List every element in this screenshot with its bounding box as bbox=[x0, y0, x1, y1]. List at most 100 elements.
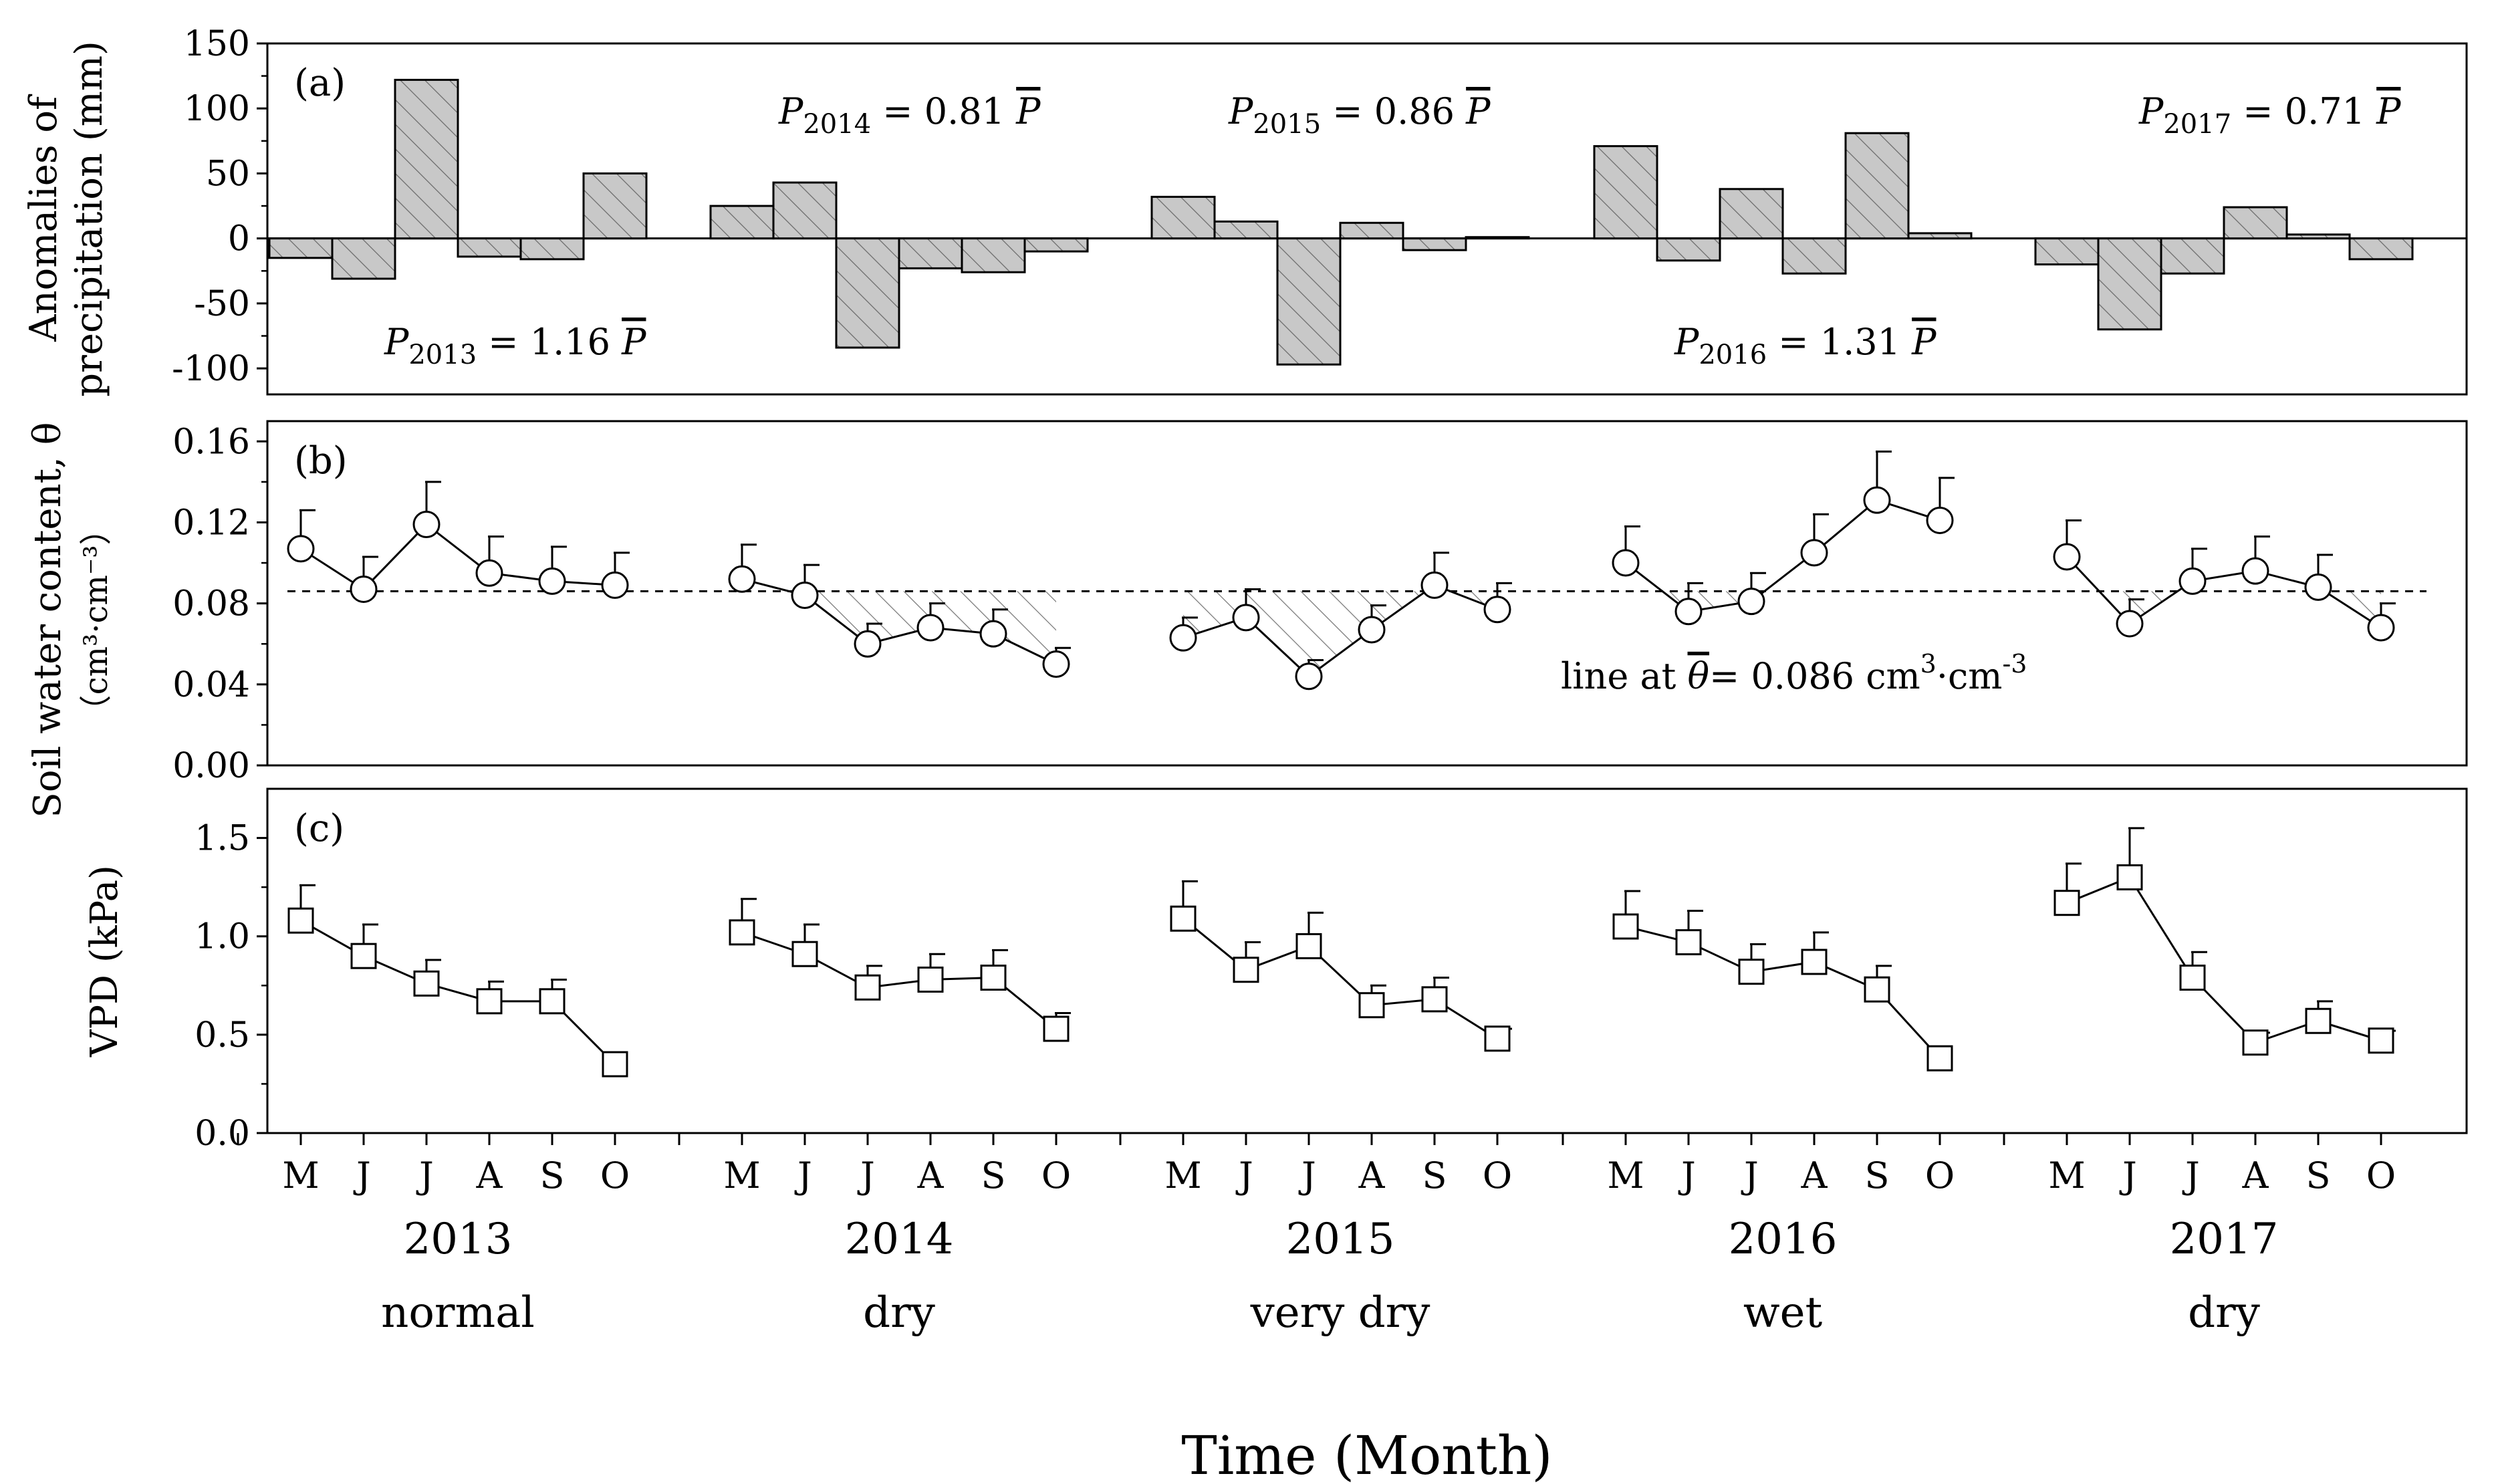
precip-bar bbox=[1465, 236, 1530, 240]
data-point bbox=[979, 620, 1007, 648]
month-label: O bbox=[1925, 1154, 1955, 1197]
data-point bbox=[854, 974, 881, 1001]
y-tick-label: 0.08 bbox=[172, 584, 250, 624]
month-label: S bbox=[2306, 1154, 2331, 1197]
panel-label: (b) bbox=[294, 439, 348, 483]
precip-bar bbox=[2348, 237, 2414, 261]
month-label: M bbox=[723, 1154, 760, 1197]
precip-bar bbox=[709, 205, 775, 240]
y-tick-label: 1.5 bbox=[195, 819, 250, 859]
data-point bbox=[916, 614, 945, 642]
month-label: J bbox=[2182, 1154, 2200, 1197]
plot-frame-b bbox=[266, 420, 2468, 767]
data-point bbox=[1358, 992, 1385, 1019]
month-label: J bbox=[857, 1154, 875, 1197]
month-label: J bbox=[1235, 1154, 1253, 1197]
data-point bbox=[1169, 624, 1197, 652]
y-tick-label: 1.0 bbox=[195, 917, 250, 957]
precip-bar bbox=[898, 237, 963, 269]
precip-bar bbox=[1150, 195, 1216, 240]
data-point bbox=[1675, 929, 1702, 956]
month-label: M bbox=[1164, 1154, 1201, 1197]
precip-ratio-annotation: P2016 = 1.31 P bbox=[1674, 321, 1937, 370]
month-label: J bbox=[1298, 1154, 1316, 1197]
y-tick-label: -50 bbox=[194, 284, 250, 324]
year-label: 2014 bbox=[845, 1215, 954, 1264]
data-point bbox=[2116, 864, 2143, 890]
month-label: A bbox=[1801, 1154, 1828, 1197]
precip-bar bbox=[1844, 132, 1910, 240]
y-tick-label: 0.12 bbox=[172, 503, 250, 543]
precip-bar bbox=[2034, 237, 2100, 266]
data-point bbox=[1800, 539, 1828, 567]
year-label: 2017 bbox=[2170, 1215, 2279, 1264]
y-tick-label: 50 bbox=[206, 154, 250, 194]
series-line bbox=[300, 523, 616, 591]
month-label: J bbox=[1741, 1154, 1759, 1197]
month-label: A bbox=[476, 1154, 503, 1197]
panel-label: (c) bbox=[294, 807, 344, 850]
data-point bbox=[350, 943, 377, 969]
data-point bbox=[2053, 543, 2081, 571]
month-label: A bbox=[2242, 1154, 2269, 1197]
data-point bbox=[1926, 1045, 1953, 1072]
data-point bbox=[729, 919, 755, 946]
precip-bar bbox=[331, 237, 396, 280]
data-point bbox=[475, 559, 503, 587]
data-point bbox=[1864, 976, 1890, 1003]
data-point bbox=[791, 941, 818, 967]
data-point bbox=[538, 567, 566, 595]
deficit-area bbox=[930, 591, 993, 634]
data-point bbox=[602, 1051, 628, 1078]
precip-bar bbox=[835, 237, 900, 349]
data-point bbox=[2305, 1007, 2332, 1034]
series-line bbox=[1182, 918, 1498, 1040]
precip-bar bbox=[1781, 237, 1847, 275]
precip-bar bbox=[1276, 237, 1342, 366]
month-label: M bbox=[1607, 1154, 1644, 1197]
data-point bbox=[1863, 486, 1891, 514]
data-point bbox=[1738, 959, 1765, 985]
y-tick-label: -100 bbox=[172, 349, 250, 389]
month-label: O bbox=[1483, 1154, 1512, 1197]
data-point bbox=[1043, 1015, 1070, 1042]
year-label: 2013 bbox=[404, 1215, 513, 1264]
data-point bbox=[980, 965, 1007, 991]
data-point bbox=[2242, 1029, 2269, 1056]
year-condition-label: dry bbox=[2188, 1288, 2260, 1338]
data-point bbox=[2241, 557, 2269, 585]
data-point bbox=[1484, 1025, 1511, 1052]
data-point bbox=[287, 907, 314, 934]
data-point bbox=[2178, 567, 2207, 595]
month-label: S bbox=[540, 1154, 565, 1197]
y-tick-label: 0.16 bbox=[172, 422, 250, 462]
y-tick-label: 0.00 bbox=[172, 746, 250, 786]
data-point bbox=[1674, 598, 1703, 626]
data-point bbox=[1420, 571, 1449, 599]
data-point bbox=[412, 511, 441, 538]
year-condition-label: normal bbox=[381, 1288, 535, 1338]
reference-line-label: line at θ= 0.086 cm3·cm-3 bbox=[1561, 649, 2027, 697]
y-axis-label-a: Anomalies ofprecipitation (mm) bbox=[22, 41, 111, 397]
data-point bbox=[1358, 616, 1386, 644]
series-line bbox=[300, 919, 616, 1066]
data-point bbox=[350, 575, 378, 603]
deficit-area bbox=[1309, 591, 1372, 676]
y-tick-label: 0 bbox=[228, 219, 250, 259]
precip-bar bbox=[772, 181, 838, 240]
month-label: J bbox=[416, 1154, 434, 1197]
data-point bbox=[2304, 573, 2332, 601]
deficit-area bbox=[993, 591, 1056, 664]
month-label: O bbox=[2366, 1154, 2396, 1197]
month-label: J bbox=[794, 1154, 812, 1197]
precip-bar bbox=[1907, 232, 1973, 240]
plot-frame-a bbox=[266, 42, 2468, 396]
panel-label: (a) bbox=[294, 61, 346, 105]
data-point bbox=[1421, 986, 1448, 1013]
precip-bar bbox=[1023, 237, 1089, 253]
precip-bar bbox=[2097, 237, 2162, 331]
month-label: J bbox=[1678, 1154, 1696, 1197]
month-label: J bbox=[2119, 1154, 2137, 1197]
data-point bbox=[287, 535, 315, 563]
